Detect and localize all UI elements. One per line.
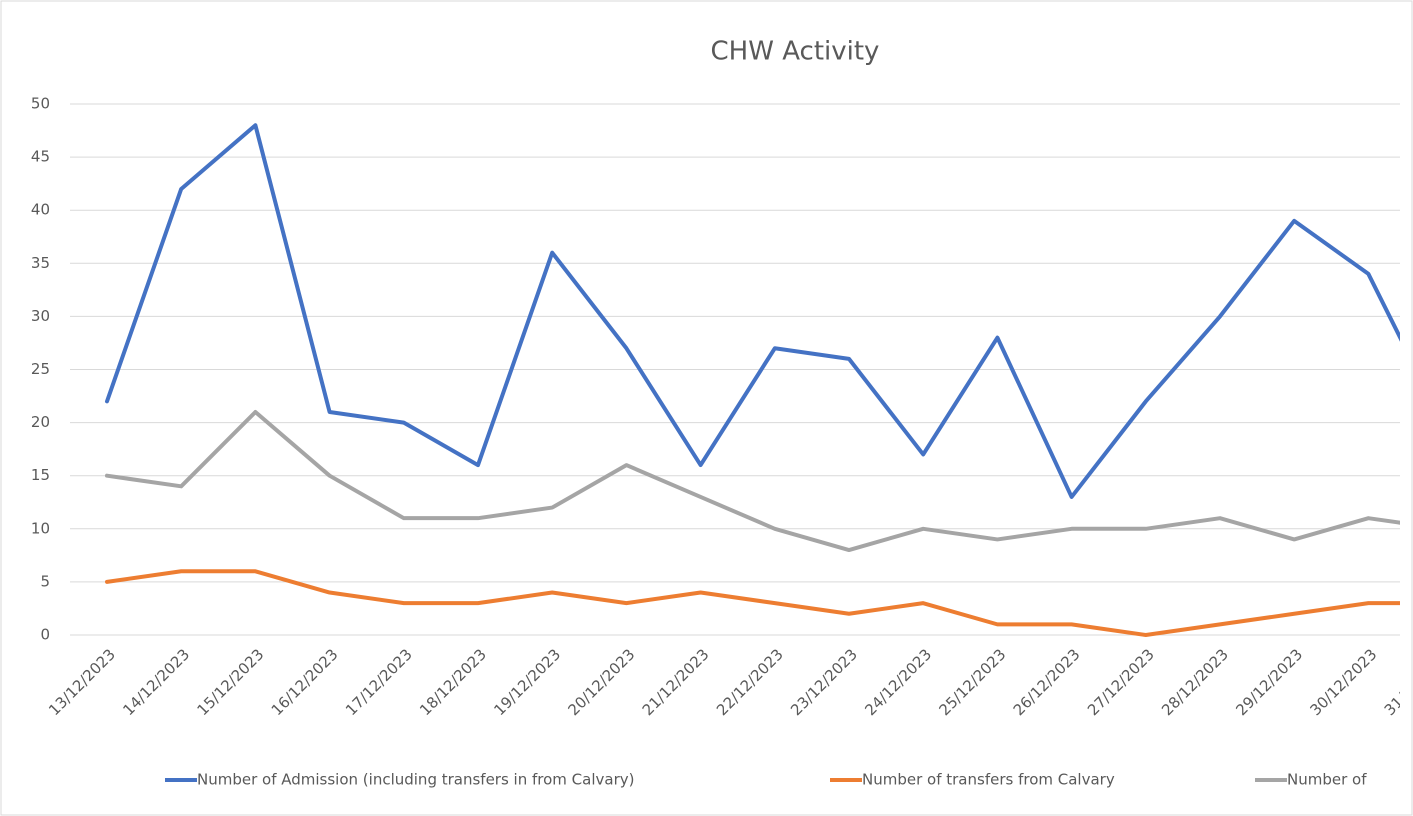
- data-line: [105, 409, 1400, 553]
- y-tick-label: 5: [40, 572, 50, 590]
- chart-title: CHW Activity: [711, 37, 880, 67]
- data-line: [105, 569, 1400, 637]
- y-tick-label: 35: [31, 254, 50, 272]
- y-tick-label: 50: [31, 95, 50, 113]
- y-tick-label: 10: [31, 519, 50, 537]
- legend-label: Number of Admission (including transfers…: [197, 771, 634, 789]
- y-tick-label: 45: [31, 148, 50, 166]
- y-tick-label: 15: [31, 466, 50, 484]
- y-tick-label: 20: [31, 413, 50, 431]
- y-tick-label: 40: [31, 201, 50, 219]
- y-tick-label: 30: [31, 307, 50, 325]
- legend-label: Number of: [1287, 771, 1367, 789]
- data-line: [105, 123, 1400, 499]
- legend-label: Number of transfers from Calvary: [862, 771, 1115, 789]
- y-tick-label: 25: [31, 360, 50, 378]
- y-tick-label: 0: [40, 626, 50, 644]
